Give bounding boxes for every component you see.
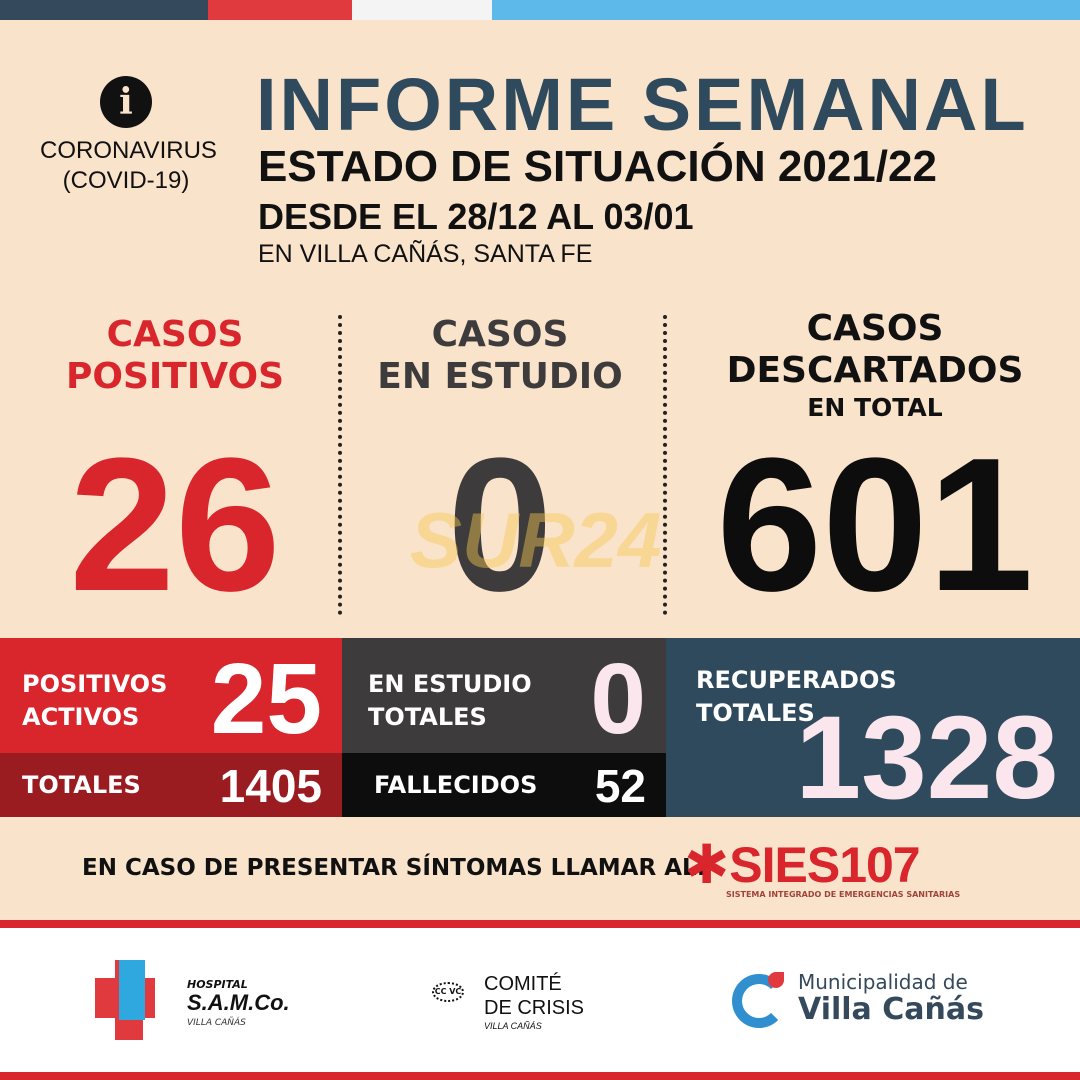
sies-logo-text: SIES107 [729,837,920,893]
panel-en-estudio: EN ESTUDIO TOTALES 0 [342,638,666,755]
panel-value: 25 [210,643,322,755]
stat-estudio-header: CASOS EN ESTUDIO [350,314,650,398]
stat-descartados-header: CASOS DESCARTADOS EN TOTAL [690,308,1060,424]
panel-fallecidos: FALLECIDOS 52 [342,753,666,817]
stat-descartados-value: 601 [716,419,1034,631]
comite-line2: DE CRISIS [484,997,585,1019]
panel-label: TOTALES [696,699,815,727]
panel-value: 52 [594,760,646,812]
panel-positivos-activos: POSITIVOS ACTIVOS 25 [0,638,342,755]
footer [0,928,1080,1072]
page-title: INFORME SEMANAL [256,63,1029,146]
panel-label: TOTALES [22,771,141,799]
stripe-slate [0,0,208,20]
badge-line2: (COVID-19) [62,167,190,194]
stat-line: EN ESTUDIO [377,356,623,397]
panel-value: 1405 [219,760,322,812]
red-rule [0,920,1080,928]
stat-line: POSITIVOS [65,356,285,397]
sies-logo: ✱SIES107 SISTEMA INTEGRADO DE EMERGENCIA… [684,837,994,900]
panel-label: RECUPERADOS [696,666,897,694]
hospital-line2: S.A.M.Co. [187,990,290,1015]
panel-label: ACTIVOS [22,703,140,731]
badge-line1: CORONAVIRUS [40,137,217,164]
stripe-white [352,0,492,20]
comite-line1: COMITÉ [484,973,562,995]
divider [663,315,667,615]
stripe-blue [492,0,1080,20]
municipalidad-logo: Municipalidad de Villa Cañás [730,968,1010,1038]
divider [338,315,342,615]
hospital-line3: VILLA CAÑÁS [187,1018,246,1028]
stripe-red [208,0,352,20]
panel-label: EN ESTUDIO [368,670,532,698]
page-subtitle: ESTADO DE SITUACIÓN 2021/22 [258,142,937,191]
call-text: EN CASO DE PRESENTAR SÍNTOMAS LLAMAR AL: [82,855,706,881]
sies-logo-sub: SISTEMA INTEGRADO DE EMERGENCIAS SANITAR… [726,890,961,899]
stat-line: CASOS [806,308,944,349]
watermark: SUR24 [410,496,662,584]
municipalidad-line2: Villa Cañás [798,992,984,1027]
stat-line: CASOS [431,314,569,355]
panel-totales: TOTALES 1405 [0,753,342,817]
municipalidad-emblem-icon [732,974,786,1028]
comite-logo: CC VC COMITÉ DE CRISIS VILLA CAÑÁS [428,970,628,1040]
asterisk-icon: ✱ [684,833,730,896]
panel-value: 0 [590,643,646,755]
hospital-cross-blue [119,960,145,1020]
comite-mark: CC VC [432,982,464,1002]
stat-estudio-value: 0 [447,419,553,631]
stat-line: DESCARTADOS [726,350,1024,391]
stat-positivos-value: 26 [69,419,281,631]
red-rule-bottom [0,1072,1080,1080]
panel-label: TOTALES [368,703,487,731]
stat-positivos-header: CASOS POSITIVOS [30,314,320,398]
hospital-logo: HOSPITAL S.A.M.Co. VILLA CAÑÁS [95,960,295,1040]
panel-label: FALLECIDOS [374,771,538,799]
municipalidad-line1: Municipalidad de [798,970,968,994]
municipalidad-drop-icon [768,972,784,988]
panel-label: POSITIVOS [22,670,168,698]
date-range: DESDE EL 28/12 AL 03/01 [258,196,694,237]
stat-line: CASOS [106,314,244,355]
covid-badge: CORONAVIRUS (COVID-19) [40,136,217,196]
info-icon: i [100,76,152,128]
panel-recuperados: RECUPERADOS TOTALES 1328 [666,638,1080,824]
hospital-line1: HOSPITAL [187,978,248,991]
comite-line3: VILLA CAÑÁS [484,1021,542,1031]
location: EN VILLA CAÑÁS, SANTA FE [258,240,593,268]
panel-value: 1328 [795,692,1058,824]
stat-line: EN TOTAL [807,393,943,422]
